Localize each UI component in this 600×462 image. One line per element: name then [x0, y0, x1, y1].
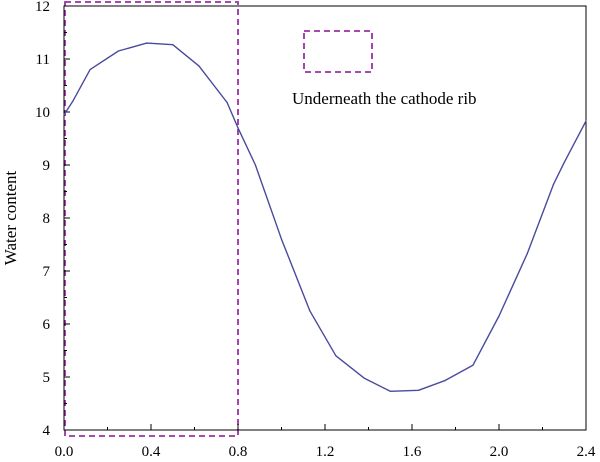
y-tick-label: 12 [35, 0, 50, 15]
data-point [563, 161, 565, 163]
x-tick-label: 1.6 [403, 444, 422, 460]
y-tick-label: 10 [35, 105, 50, 121]
y-tick-label: 7 [43, 264, 51, 280]
data-point [444, 380, 446, 382]
data-point [117, 50, 119, 52]
data-point [552, 184, 554, 186]
data-point [472, 364, 474, 366]
data-point [198, 65, 200, 67]
y-tick-label: 5 [43, 370, 51, 386]
data-point [335, 355, 337, 357]
data-point [498, 315, 500, 317]
series-layer [63, 42, 587, 392]
plot-frame [63, 5, 587, 431]
data-point [226, 101, 228, 104]
data-point [389, 390, 391, 392]
legend: Underneath the cathode rib [292, 30, 477, 108]
data-point [146, 42, 148, 44]
x-tick-label: 0.4 [142, 444, 161, 460]
data-point [585, 120, 587, 122]
data-point [280, 238, 283, 240]
data-point [72, 100, 74, 102]
data-point [254, 164, 256, 166]
y-axis-label: Water content [1, 171, 20, 266]
legend-swatch [303, 30, 373, 73]
y-tick-label: 6 [43, 317, 51, 333]
y-tick-label: 4 [43, 423, 51, 439]
legend-label: Underneath the cathode rib [292, 89, 477, 108]
ticks-layer: 0.0 0.4 0.8 1.2 1.6 2.0 2.4 4 5 6 7 8 9 10 11 12 [35, 0, 596, 460]
data-point [237, 127, 239, 129]
data-point [63, 114, 65, 116]
data-point [417, 389, 420, 391]
data-point [172, 44, 174, 46]
y-tick-label: 9 [43, 158, 51, 174]
data-point [89, 69, 91, 71]
x-tick-label: 2.4 [577, 444, 596, 460]
rib-region-layer [64, 1, 239, 437]
rib-region-box [64, 1, 239, 437]
data-point [363, 377, 365, 379]
data-point [526, 252, 528, 255]
x-tick-label: 2.0 [490, 444, 509, 460]
x-tick-label: 0.0 [55, 444, 74, 460]
data-point [309, 310, 311, 312]
y-tick-label: 8 [43, 211, 51, 227]
x-tick-label: 1.2 [316, 444, 335, 460]
y-tick-label: 11 [36, 52, 50, 68]
x-tick-label: 0.8 [229, 444, 248, 460]
